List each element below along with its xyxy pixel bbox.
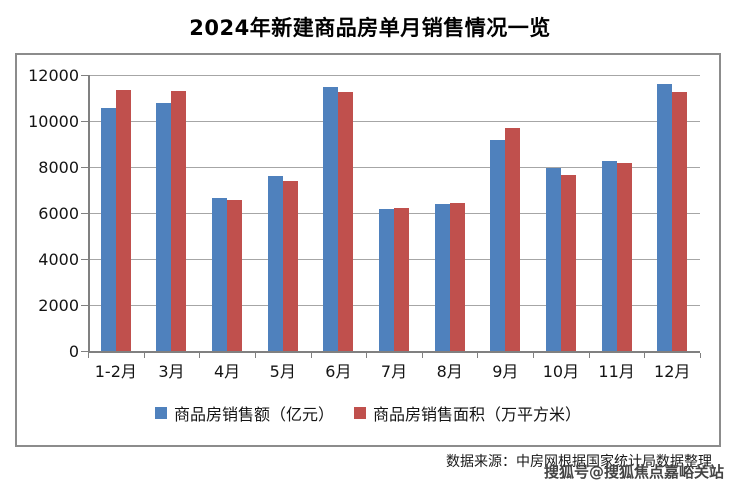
bar-group-11月	[589, 75, 645, 351]
bar-sales-area-11月	[616, 162, 632, 351]
x-axis-line	[88, 351, 700, 353]
x-axis-tick-9	[588, 353, 590, 358]
x-axis-label-5月: 5月	[269, 362, 296, 381]
x-axis-label-6月: 6月	[325, 362, 352, 381]
x-axis-tick-0	[88, 353, 89, 358]
bar-sales-area-10月	[560, 175, 576, 351]
bar-sales-amount-8月	[434, 204, 450, 351]
x-axis-label-4月: 4月	[214, 362, 241, 381]
y-axis-label-6000: 6000	[38, 204, 79, 223]
bar-sales-area-7月	[394, 207, 410, 351]
bar-sales-amount-3月	[156, 102, 172, 351]
chart-legend: 商品房销售额（亿元） 商品房销售面积（万平方米）	[17, 401, 719, 425]
gridline-12000	[88, 74, 700, 76]
chart-frame: 0 2000 4000 6000 8000 10000 12000 1-2月 3月 4月 5月 6月…	[15, 53, 721, 447]
bar-sales-area-6月	[338, 91, 354, 351]
legend-marker-sales-area	[354, 407, 366, 419]
x-axis-label-12月: 12月	[654, 362, 691, 381]
x-axis-label-3月: 3月	[158, 362, 185, 381]
x-axis-tick-7	[477, 353, 479, 358]
bar-sales-amount-1-2月	[100, 108, 116, 351]
watermark: 搜狐号@搜狐焦点嘉峪关站	[544, 463, 725, 481]
bar-sales-area-3月	[171, 91, 187, 351]
bar-sales-amount-6月	[323, 87, 339, 351]
data-source-note: 数据来源：中房网根据国家统计局数据整理	[446, 454, 712, 470]
bar-sales-area-9月	[505, 128, 521, 351]
bar-group-4月	[199, 75, 255, 351]
y-axis-label-8000: 8000	[38, 158, 79, 177]
bar-group-10月	[533, 75, 589, 351]
x-axis-labels: 1-2月 3月 4月 5月 6月 7月 8月 9月 10月 11月 12月	[88, 358, 700, 382]
y-axis-tick-2000	[81, 305, 88, 306]
x-axis-tick-6	[421, 353, 423, 358]
bar-group-8月	[422, 75, 478, 351]
bar-group-9月	[477, 75, 533, 351]
y-axis-tick-12000	[81, 75, 88, 76]
bar-sales-amount-10月	[545, 167, 561, 351]
bar-sales-amount-5月	[267, 175, 283, 351]
x-axis-label-11月: 11月	[598, 362, 635, 381]
x-axis-label-7月: 7月	[380, 362, 408, 381]
legend-marker-sales-amount	[154, 407, 167, 419]
legend-label-sales-amount: 商品房销售额（亿元）	[173, 405, 334, 424]
y-axis-label-0: 0	[68, 342, 79, 361]
legend-item-sales-area: 商品房销售面积（万平方米）	[354, 401, 581, 425]
y-axis-tick-6000	[81, 213, 88, 214]
x-axis-tick-4	[310, 353, 312, 358]
bar-group-12月	[644, 75, 700, 351]
x-axis-tick-11	[700, 353, 701, 358]
legend-item-sales-amount: 商品房销售额（亿元）	[154, 401, 334, 425]
x-axis-label-8月: 8月	[436, 362, 463, 381]
bar-sales-amount-7月	[379, 208, 395, 351]
bar-sales-area-5月	[282, 181, 298, 351]
chart-title: 2024年新建商品房单月销售情况一览	[189, 16, 551, 40]
y-axis-tick-0	[81, 351, 88, 352]
bar-sales-amount-12月	[657, 83, 673, 351]
x-axis-label-9月: 9月	[492, 362, 519, 381]
bar-group-1-2月	[88, 75, 144, 351]
bar-sales-amount-11月	[601, 160, 617, 351]
bar-sales-area-8月	[449, 202, 465, 351]
x-axis-label-10月: 10月	[542, 362, 580, 381]
x-axis-tick-1	[143, 353, 145, 358]
bar-sales-amount-4月	[212, 197, 228, 351]
bar-sales-amount-9月	[490, 140, 506, 351]
y-axis-line	[88, 75, 90, 352]
x-axis-tick-8	[533, 353, 535, 358]
x-axis-label-1-2月: 1-2月	[94, 362, 137, 381]
bars-layer	[88, 75, 700, 351]
bar-group-7月	[366, 75, 422, 351]
y-axis-label-10000: 10000	[28, 112, 79, 131]
y-axis-label-2000: 2000	[38, 296, 79, 315]
x-axis-tick-2	[199, 353, 201, 358]
y-axis-tick-10000	[81, 121, 88, 122]
x-axis-tick-3	[254, 353, 256, 358]
bar-sales-area-4月	[227, 199, 243, 351]
x-axis-tick-10	[644, 353, 646, 358]
y-axis-label-12000: 12000	[28, 66, 79, 85]
bar-group-6月	[311, 75, 367, 351]
bar-group-3月	[144, 75, 200, 351]
x-axis-tick-5	[366, 353, 368, 358]
y-axis-tick-8000	[81, 167, 88, 168]
bar-sales-area-12月	[672, 91, 688, 351]
y-axis-tick-4000	[81, 259, 88, 260]
gridline-8000	[88, 166, 700, 168]
gridline-10000	[88, 120, 700, 122]
bar-sales-area-1-2月	[115, 89, 131, 351]
y-axis-label-4000: 4000	[38, 250, 79, 269]
bar-group-5月	[255, 75, 311, 351]
legend-label-sales-area: 商品房销售面积（万平方米）	[373, 405, 582, 424]
